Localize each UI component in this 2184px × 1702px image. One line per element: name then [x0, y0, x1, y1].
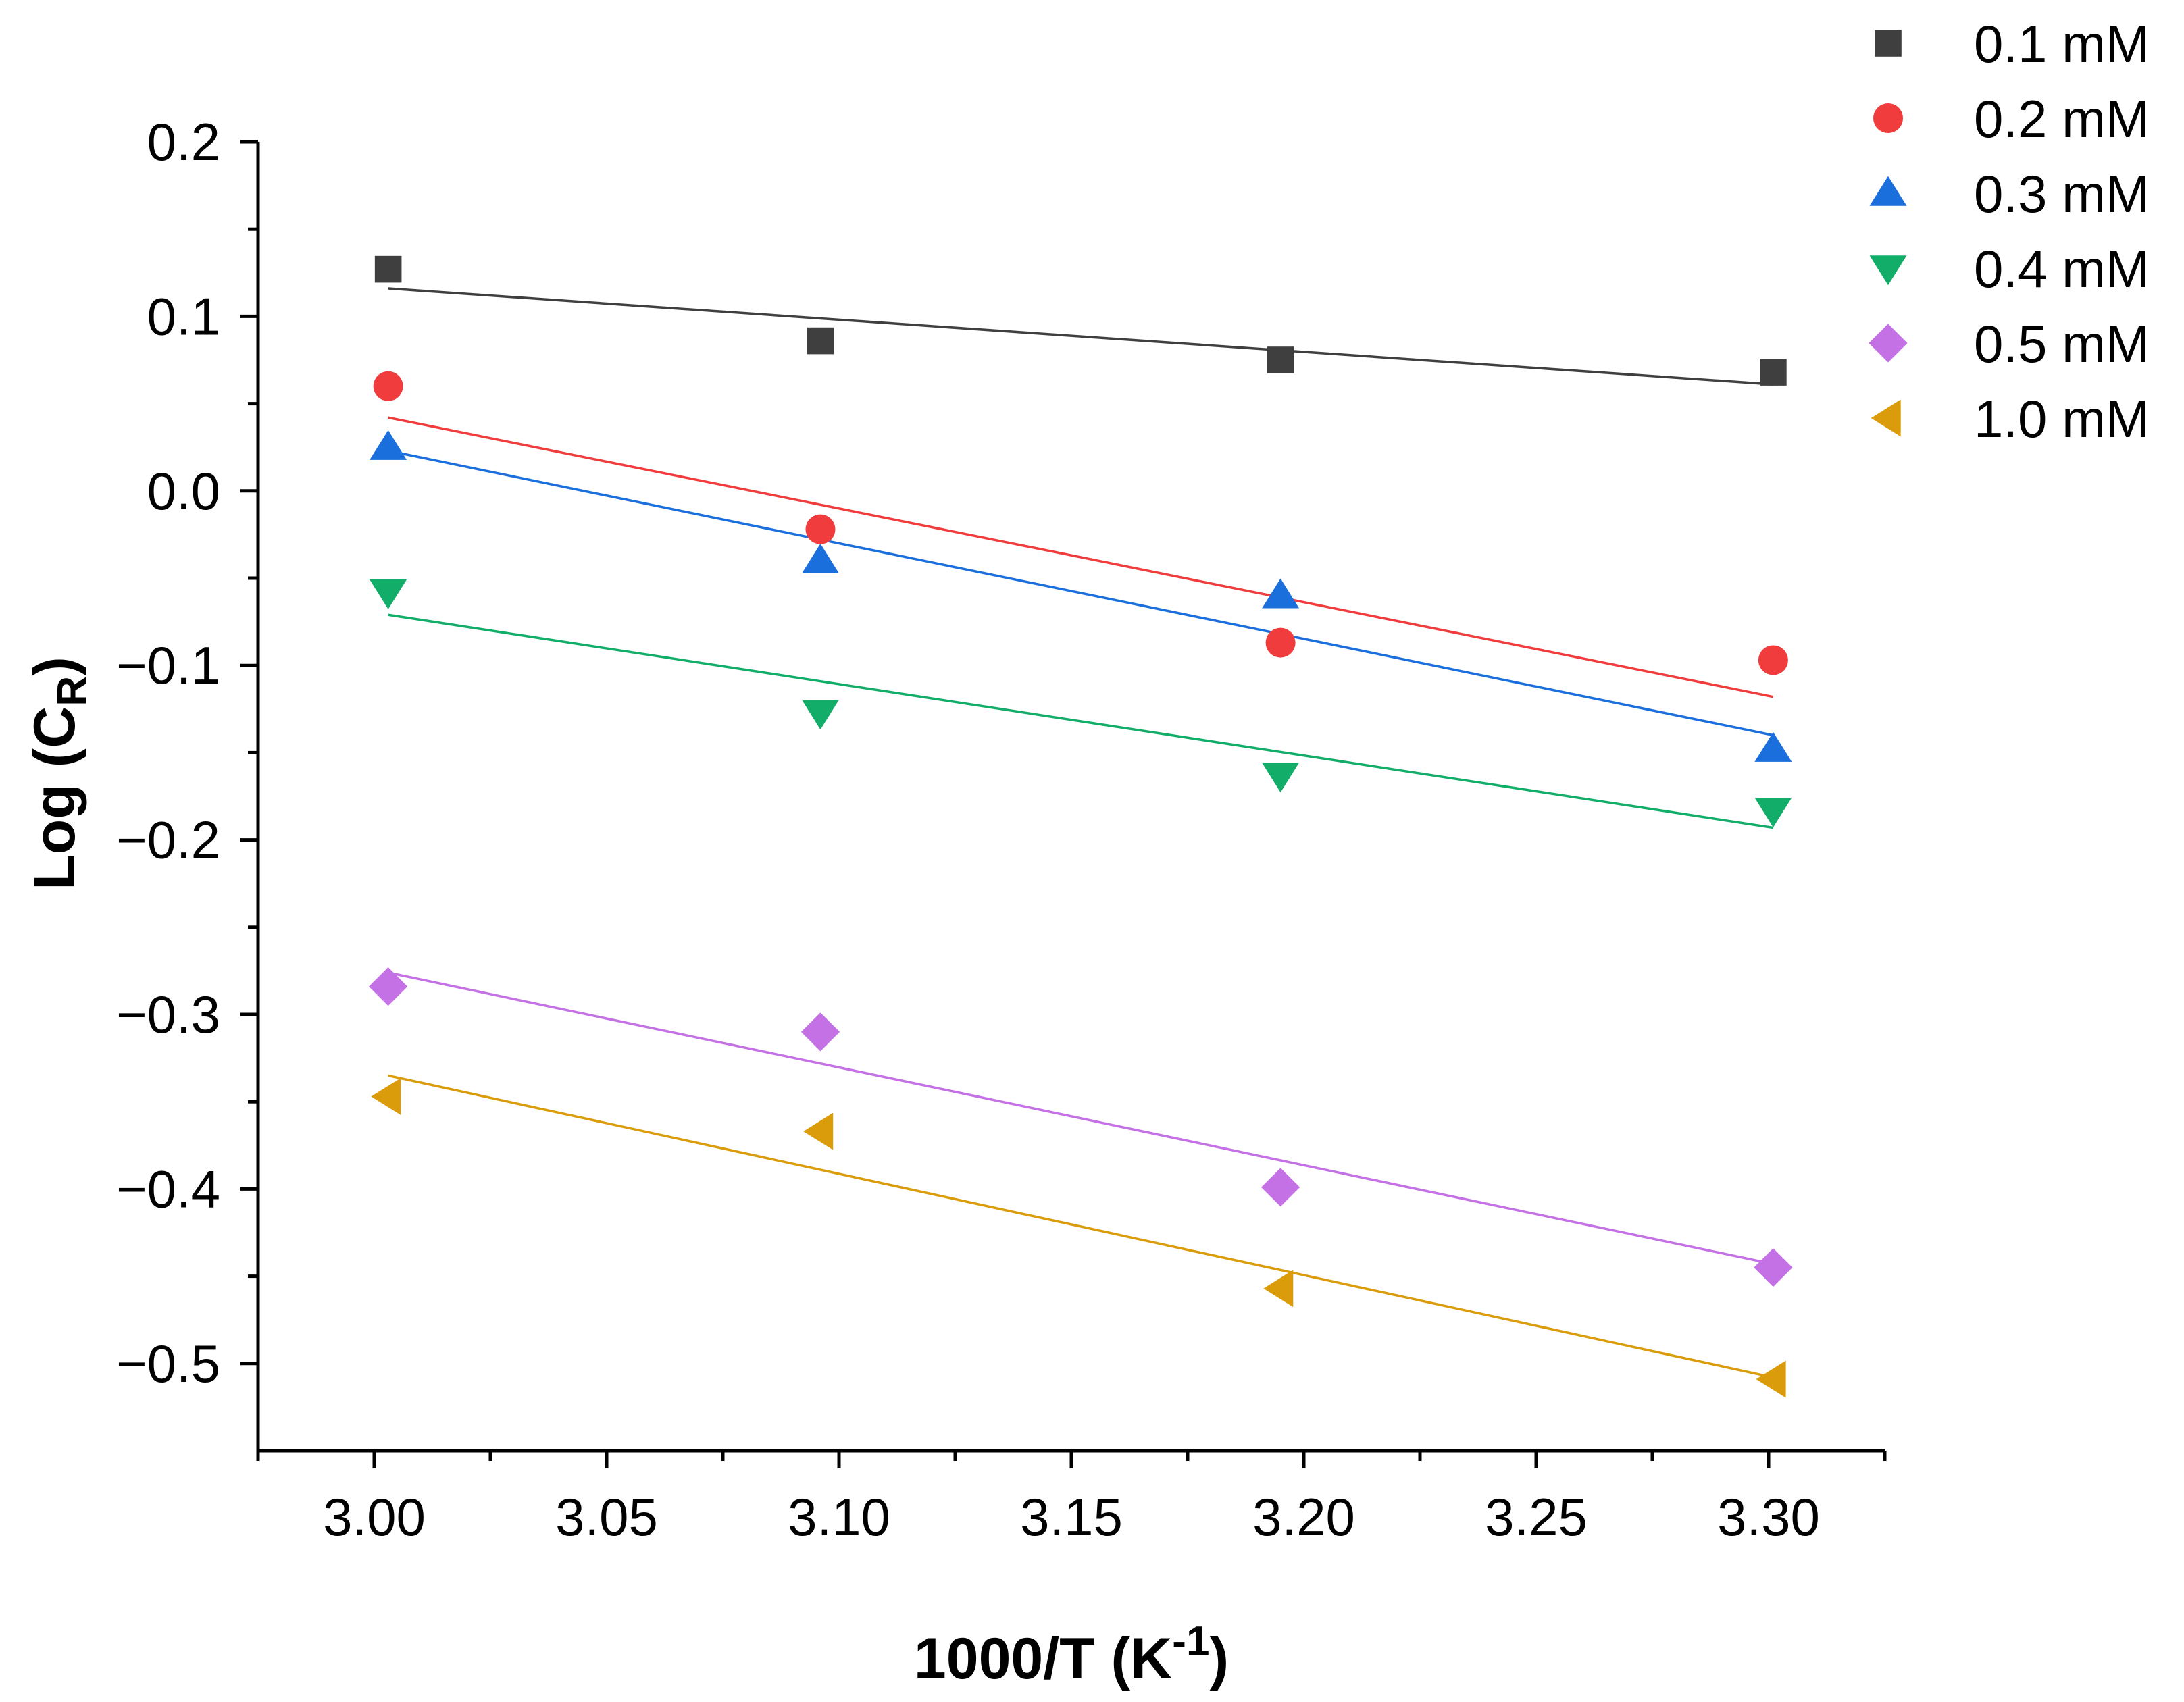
x-tick-label: 3.25 [1485, 1487, 1588, 1547]
data-point-series-2 [801, 543, 839, 573]
legend-marker [1869, 324, 1908, 363]
plot-area: 0.20.10.0−0.1−0.2−0.3−0.4−0.5 3.00 3.05 3.… [116, 112, 1887, 1547]
y-tick-label: −0.2 [116, 810, 220, 870]
x-tick-label: 3.10 [788, 1487, 890, 1547]
legend-label: 0.3 mM [1974, 164, 2150, 224]
x-tick-label: 3.00 [323, 1487, 426, 1547]
data-point-series-1 [1265, 627, 1296, 658]
x-tick-label: 3.30 [1717, 1487, 1820, 1547]
x-axis-title: 1000/T (K-1) [914, 1618, 1229, 1691]
legend-marker [1875, 30, 1902, 57]
y-tick-label: 0.0 [147, 461, 220, 521]
y-axis-ticks: 0.2 0.1 0.0 −0.1 −0.2 −0.3 −0.4 −0.5 [116, 112, 258, 1393]
fit-line-5 [388, 1074, 1774, 1379]
data-point-series-4 [801, 1012, 840, 1052]
y-tick-label: −0.1 [116, 636, 220, 695]
legend-marker [1873, 103, 1903, 133]
data-point-series-2 [1262, 578, 1300, 609]
data-point-series-4 [369, 967, 408, 1006]
legend-label: 1.0 mM [1974, 389, 2150, 448]
x-tick-label: 3.15 [1020, 1487, 1123, 1547]
legend-label: 0.2 mM [1974, 89, 2150, 149]
y-tick-label: −0.4 [116, 1159, 220, 1218]
fit-line-4 [388, 971, 1774, 1266]
data-point-series-3 [801, 700, 839, 730]
data-point-series-0 [807, 327, 834, 355]
data-point-series-2 [1754, 731, 1792, 762]
data-point-series-2 [370, 430, 407, 460]
x-axis-ticks: 3.00 3.05 3.10 3.15 3.20 3.25 3.30 [256, 1451, 1887, 1547]
data-point-series-0 [1267, 346, 1294, 373]
data-point-series-1 [1758, 645, 1788, 675]
legend-label: 0.5 mM [1974, 314, 2150, 373]
data-point-series-4 [1754, 1248, 1793, 1287]
data-point-series-0 [374, 255, 402, 283]
legend-label: 0.4 mM [1974, 239, 2150, 299]
x-tick-label: 3.05 [555, 1487, 658, 1547]
y-axis-title: Log (CR) [22, 656, 96, 890]
data-point-series-5 [1263, 1270, 1294, 1308]
fit-line-3 [388, 613, 1774, 829]
fit-line-0 [388, 287, 1774, 386]
data-point-series-5 [1756, 1360, 1786, 1398]
legend-label: 0.1 mM [1974, 14, 2150, 74]
y-tick-label: 0.2 [147, 112, 220, 172]
data-point-series-3 [370, 579, 407, 609]
data-point-series-3 [1754, 797, 1792, 827]
fit-lines [388, 287, 1774, 1379]
data-points [369, 255, 1793, 1398]
fit-line-1 [388, 416, 1774, 698]
legend: 0.1 mM 0.2 mM 0.3 mM 0.4 mM 0.5 mM 1.0 mM [1869, 14, 2150, 448]
fit-line-2 [388, 449, 1774, 737]
data-point-series-4 [1261, 1168, 1300, 1207]
data-point-series-1 [805, 514, 836, 544]
legend-marker [1869, 176, 1907, 206]
data-point-series-5 [371, 1077, 401, 1115]
legend-marker [1869, 255, 1907, 286]
data-point-series-3 [1262, 763, 1300, 793]
y-tick-label: −0.3 [116, 985, 220, 1044]
x-tick-label: 3.20 [1252, 1487, 1355, 1547]
y-tick-label: 0.1 [147, 286, 220, 346]
legend-marker [1871, 399, 1901, 437]
data-point-series-1 [373, 371, 403, 401]
data-point-series-0 [1760, 359, 1787, 386]
data-point-series-5 [803, 1112, 834, 1150]
y-tick-label: −0.5 [116, 1334, 220, 1393]
